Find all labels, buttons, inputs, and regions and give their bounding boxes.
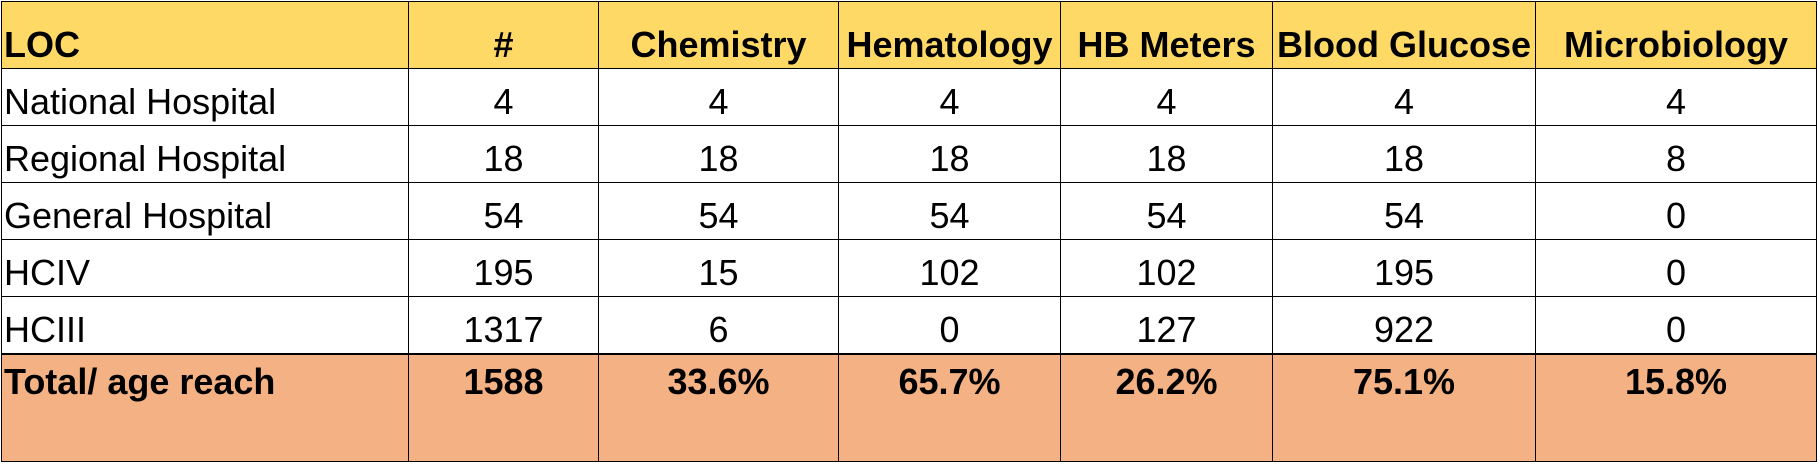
table-cell: 0 xyxy=(1535,239,1817,297)
table-cell: 18 xyxy=(1272,125,1536,183)
total-microbiology: 15.8% xyxy=(1535,353,1817,462)
table-cell: 6 xyxy=(598,296,839,355)
table-cell: 195 xyxy=(408,239,599,297)
table-cell: 54 xyxy=(838,182,1061,240)
table-cell: 922 xyxy=(1272,296,1536,355)
total-chemistry: 33.6% xyxy=(598,353,839,462)
header-chemistry: Chemistry xyxy=(598,1,839,69)
header-row: LOC # Chemistry Hematology HB Meters Blo… xyxy=(1,1,1817,69)
header-count: # xyxy=(408,1,599,69)
table-cell: 54 xyxy=(1060,182,1273,240)
table-cell: 18 xyxy=(408,125,599,183)
table-cell: National Hospital xyxy=(1,68,409,126)
table-cell: 18 xyxy=(598,125,839,183)
table-cell: 54 xyxy=(1272,182,1536,240)
lab-coverage-table: LOC # Chemistry Hematology HB Meters Blo… xyxy=(1,1,1817,462)
table-cell: 102 xyxy=(838,239,1061,297)
table-row: National Hospital 4 4 4 4 4 4 xyxy=(1,68,1817,126)
total-hematology: 65.7% xyxy=(838,353,1061,462)
table-cell: 4 xyxy=(1272,68,1536,126)
total-row: Total/ age reach 1588 33.6% 65.7% 26.2% … xyxy=(1,353,1817,462)
table-cell: 1317 xyxy=(408,296,599,355)
total-count: 1588 xyxy=(408,353,599,462)
table-cell: 18 xyxy=(838,125,1061,183)
table-cell: 54 xyxy=(408,182,599,240)
table-cell: HCIV xyxy=(1,239,409,297)
table-cell: 102 xyxy=(1060,239,1273,297)
table-cell: 127 xyxy=(1060,296,1273,355)
header-hb-meters: HB Meters xyxy=(1060,1,1273,69)
header-blood-glucose: Blood Glucose xyxy=(1272,1,1536,69)
table-cell: General Hospital xyxy=(1,182,409,240)
table-cell: HCIII xyxy=(1,296,409,355)
header-hematology: Hematology xyxy=(838,1,1061,69)
table-cell: 15 xyxy=(598,239,839,297)
table-cell: 18 xyxy=(1060,125,1273,183)
header-microbiology: Microbiology xyxy=(1535,1,1817,69)
table-row: HCIII 1317 6 0 127 922 0 xyxy=(1,296,1817,355)
total-label: Total/ age reach xyxy=(1,353,409,462)
table-cell: 8 xyxy=(1535,125,1817,183)
table-cell: 4 xyxy=(838,68,1061,126)
table-cell: Regional Hospital xyxy=(1,125,409,183)
table-cell: 54 xyxy=(598,182,839,240)
table-cell: 4 xyxy=(1060,68,1273,126)
table-row: General Hospital 54 54 54 54 54 0 xyxy=(1,182,1817,240)
table-cell: 4 xyxy=(598,68,839,126)
table-cell: 0 xyxy=(1535,296,1817,355)
table-cell: 4 xyxy=(1535,68,1817,126)
table-cell: 4 xyxy=(408,68,599,126)
table-row: HCIV 195 15 102 102 195 0 xyxy=(1,239,1817,297)
table-cell: 0 xyxy=(1535,182,1817,240)
table-row: Regional Hospital 18 18 18 18 18 8 xyxy=(1,125,1817,183)
total-blood-glucose: 75.1% xyxy=(1272,353,1536,462)
table-cell: 195 xyxy=(1272,239,1536,297)
data-table-container: LOC # Chemistry Hematology HB Meters Blo… xyxy=(1,1,1817,462)
header-loc: LOC xyxy=(1,1,409,69)
total-hb-meters: 26.2% xyxy=(1060,353,1273,462)
table-cell: 0 xyxy=(838,296,1061,355)
